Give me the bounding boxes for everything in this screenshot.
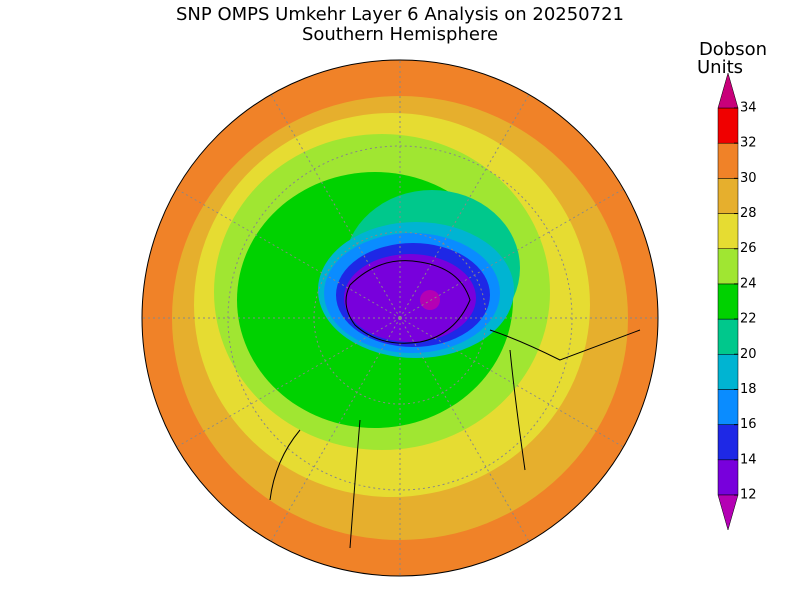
colorbar-segment: [717, 318, 739, 355]
colorbar-segment: [717, 424, 739, 461]
colorbar-segment: [717, 213, 739, 249]
map-border: [141, 59, 659, 577]
colorbar-tick-label: 26: [740, 241, 757, 256]
graticule: [270, 94, 401, 319]
ozone-contour: [420, 290, 440, 310]
graticule: [399, 94, 530, 319]
colorbar-segment: [717, 248, 739, 285]
graticule: [176, 188, 401, 319]
graticule: [399, 188, 624, 319]
colorbar-segment: [717, 107, 739, 144]
colorbar: 12 14 16 18 20 22 24 26 28 30 32 34: [717, 72, 757, 531]
colorbar-over: [717, 72, 739, 109]
colorbar-tick-label: 34: [740, 101, 757, 116]
colorbar-tick-label: 30: [740, 171, 757, 186]
colorbar-segment: [717, 178, 739, 214]
colorbar-under: [717, 494, 739, 531]
colorbar-segment: [717, 459, 739, 496]
colorbar-label: Dobson: [699, 39, 767, 60]
colorbar-tick-label: 12: [740, 488, 757, 503]
colorbar-tick-label: 32: [740, 136, 757, 151]
colorbar-tick-label: 24: [740, 276, 757, 291]
ozone-contour: [344, 254, 476, 342]
colorbar-segment: [717, 142, 739, 179]
colorbar-segment: [717, 389, 739, 425]
colorbar-label: Units: [697, 57, 743, 78]
map-subtitle: Southern Hemisphere: [302, 24, 498, 45]
colorbar-segment: [717, 354, 739, 390]
map-disk: [142, 60, 658, 576]
colorbar-tick-label: 22: [740, 312, 757, 327]
colorbar-tick-label: 14: [740, 452, 757, 467]
graticule: [399, 317, 530, 542]
graticule: [270, 317, 401, 542]
coastline: [345, 260, 471, 344]
colorbar-tick-label: 28: [740, 206, 757, 221]
graticule: [399, 317, 624, 448]
coastline: [269, 329, 641, 549]
colorbar-segment: [717, 283, 739, 320]
graticule: [176, 317, 401, 448]
colorbar-tick-label: 16: [740, 417, 757, 432]
map-title: SNP OMPS Umkehr Layer 6 Analysis on 2025…: [176, 4, 624, 25]
colorbar-tick-label: 18: [740, 382, 757, 397]
colorbar-tick-label: 20: [740, 347, 757, 362]
